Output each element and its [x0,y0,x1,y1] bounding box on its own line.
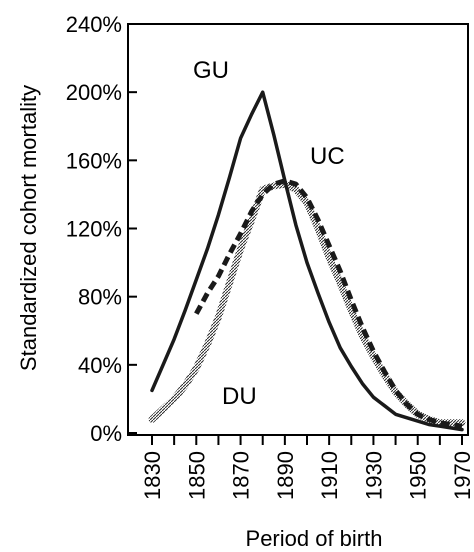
x-tick-label: 1950 [406,451,431,500]
x-tick-label: 1850 [184,451,209,500]
x-axis: 1830 1850 1870 1890 1910 1930 1950 1970 [140,435,474,500]
x-tick-label: 1830 [140,451,165,500]
x-tick-label: 1870 [229,451,254,500]
x-tick-label: 1970 [450,451,474,500]
x-tick-label: 1930 [361,451,386,500]
series-layer [148,90,466,432]
x-axis-title: Period of birth [246,526,383,551]
series-line-du [148,180,466,427]
series-label-gu: GU [193,57,229,84]
series-label-du: DU [222,383,257,410]
x-tick-label: 1910 [317,451,342,500]
y-tick-label: 200% [66,80,122,105]
series-label-uc: UC [310,143,345,170]
y-tick-label: 160% [66,148,122,173]
series-line-gu [150,90,464,432]
y-tick-label: 40% [78,353,122,378]
y-tick-label: 240% [66,12,122,37]
series-line-uc [194,178,463,429]
y-tick-label: 120% [66,217,122,242]
x-tick-label: 1890 [273,451,298,500]
y-tick-label: 0% [90,421,122,446]
y-tick-label: 80% [78,285,122,310]
y-axis-title: Standardized cohort mortality [16,85,41,371]
y-axis: 0% 40% 80% 120% 160% 200% 240% [66,12,137,446]
